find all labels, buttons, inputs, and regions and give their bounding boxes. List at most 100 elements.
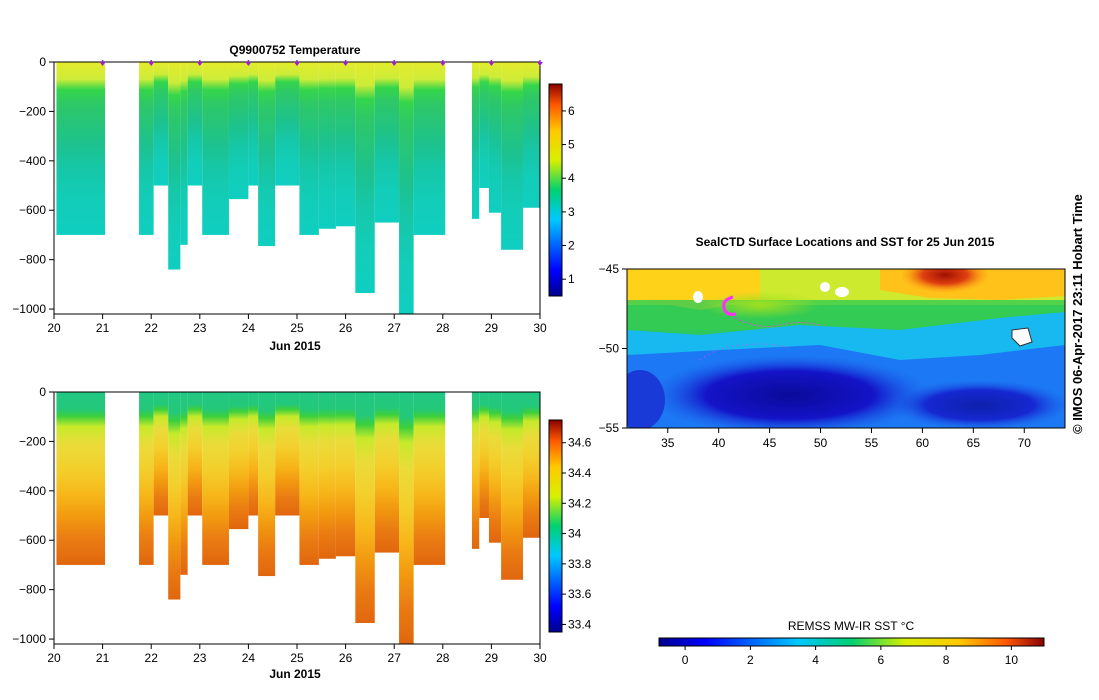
sst-colorbar-ticks: 0 2 4 6 8 10 [682, 646, 1019, 667]
profile-column [275, 62, 300, 186]
profile-marker [488, 62, 495, 66]
map-y-tick-label: −55 [599, 421, 620, 435]
map-x-tick-label: 45 [763, 436, 777, 450]
salinity-panel: 20 21 22 23 24 25 26 27 28 29 30 0 −200 −400 −600 −800… [12, 385, 591, 681]
profile-column [522, 392, 540, 538]
seal-track-dotted [734, 317, 821, 327]
colorbar-tick-label: 5 [568, 138, 575, 152]
colorbar-tick-label: 6 [568, 104, 575, 118]
x-tick-label: 26 [339, 651, 353, 665]
profile-marker [294, 62, 300, 66]
sst-map-x-axis: 35 40 45 50 55 60 65 70 [661, 428, 1031, 450]
profile-column [56, 62, 106, 235]
copyright-notice: © IMOS 06-Apr-2017 23:11 Hobart Time [1070, 194, 1085, 434]
map-x-tick-label: 60 [916, 436, 930, 450]
map-x-tick-label: 40 [712, 436, 726, 450]
y-tick-label: 0 [39, 385, 46, 399]
colorbar-tick-label: 34.2 [568, 496, 592, 510]
y-tick-label: −200 [19, 434, 46, 448]
sst-colorbar-tick-label: 0 [682, 653, 689, 667]
x-tick-label: 20 [47, 321, 61, 335]
colorbar-tick-label: 2 [568, 239, 575, 253]
y-tick-label: 0 [39, 55, 46, 69]
profile-column [153, 62, 169, 186]
colorbar-tick-label: 34.6 [568, 436, 592, 450]
profile-column [318, 62, 336, 229]
x-tick-label: 26 [339, 321, 353, 335]
temperature-colorbar [548, 83, 563, 297]
x-tick-label: 21 [96, 651, 110, 665]
sst-cold-core-east [890, 380, 1065, 428]
x-tick-label: 22 [145, 321, 159, 335]
x-tick-label: 22 [145, 651, 159, 665]
profile-column [501, 62, 523, 250]
sst-map-panel: SealCTD Surface Locations and SST for 25… [599, 235, 1066, 667]
sst-green-patch [700, 291, 820, 319]
island-a [820, 282, 830, 292]
profile-column [501, 392, 523, 580]
y-tick-label: −600 [19, 533, 46, 547]
profile-markers [99, 60, 543, 66]
x-tick-label: 28 [436, 321, 450, 335]
profile-marker [245, 62, 252, 66]
temperature-panel: Q9900752 Temperature 20 21 22 23 24 25 26 27 28 2… [12, 43, 575, 353]
temperature-x-label: Jun 2015 [269, 339, 321, 353]
y-tick-label: −400 [19, 484, 46, 498]
x-tick-label: 28 [436, 651, 450, 665]
profile-column [355, 392, 375, 623]
map-x-tick-label: 65 [967, 436, 981, 450]
temperature-x-axis: 20 21 22 23 24 25 26 27 28 29 30 [47, 314, 547, 335]
profile-column [258, 62, 276, 247]
x-tick-label: 30 [533, 651, 547, 665]
map-y-tick-label: −45 [599, 262, 620, 276]
x-tick-label: 27 [388, 321, 402, 335]
profile-marker [148, 62, 155, 66]
map-x-tick-label: 50 [814, 436, 828, 450]
profile-column [187, 62, 203, 186]
sst-colorbar-tick-label: 6 [878, 653, 885, 667]
profile-column [471, 62, 480, 219]
temperature-y-axis: 0 −200 −400 −600 −800 −1000 [12, 55, 54, 316]
y-tick-label: −800 [19, 253, 46, 267]
sst-colorbar-label: REMSS MW-IR SST °C [788, 619, 915, 633]
temperature-title: Q9900752 Temperature [229, 43, 361, 57]
x-tick-label: 23 [193, 321, 207, 335]
profile-column [248, 392, 259, 516]
profile-column [139, 392, 154, 565]
profile-column [153, 392, 169, 516]
profile-column [228, 62, 249, 200]
island-b [835, 287, 849, 297]
profile-column [202, 62, 229, 235]
sst-colorbar-tick-label: 2 [747, 653, 754, 667]
map-x-tick-label: 70 [1018, 436, 1032, 450]
profile-column [318, 392, 336, 559]
map-y-tick-label: −50 [599, 342, 620, 356]
profile-column [258, 392, 276, 577]
profile-column [202, 392, 229, 565]
salinity-x-label: Jun 2015 [269, 667, 321, 681]
x-tick-label: 29 [485, 651, 499, 665]
sst-colorbar-tick-label: 10 [1005, 653, 1019, 667]
colorbar-tick-label: 1 [568, 272, 575, 286]
x-tick-label: 23 [193, 651, 207, 665]
profile-column [248, 62, 259, 186]
colorbar-tick-label: 3 [568, 205, 575, 219]
sst-field [627, 269, 1065, 428]
profile-column [139, 62, 154, 235]
profile-column [275, 392, 300, 516]
profile-marker [342, 62, 349, 66]
sst-hot-spot [900, 269, 990, 293]
profile-column [335, 62, 356, 227]
profile-column [374, 62, 400, 223]
colorbar-tick-label: 34.4 [568, 466, 592, 480]
y-tick-label: −800 [19, 583, 46, 597]
profile-column [488, 62, 502, 213]
y-tick-label: −400 [19, 154, 46, 168]
profile-column [479, 62, 489, 188]
colorbar-tick-label: 34 [568, 527, 582, 541]
temperature-profiles [56, 62, 540, 314]
sst-colorbar-tick-label: 8 [943, 653, 950, 667]
salinity-x-axis: 20 21 22 23 24 25 26 27 28 29 30 [47, 644, 547, 665]
profile-column [488, 392, 502, 543]
